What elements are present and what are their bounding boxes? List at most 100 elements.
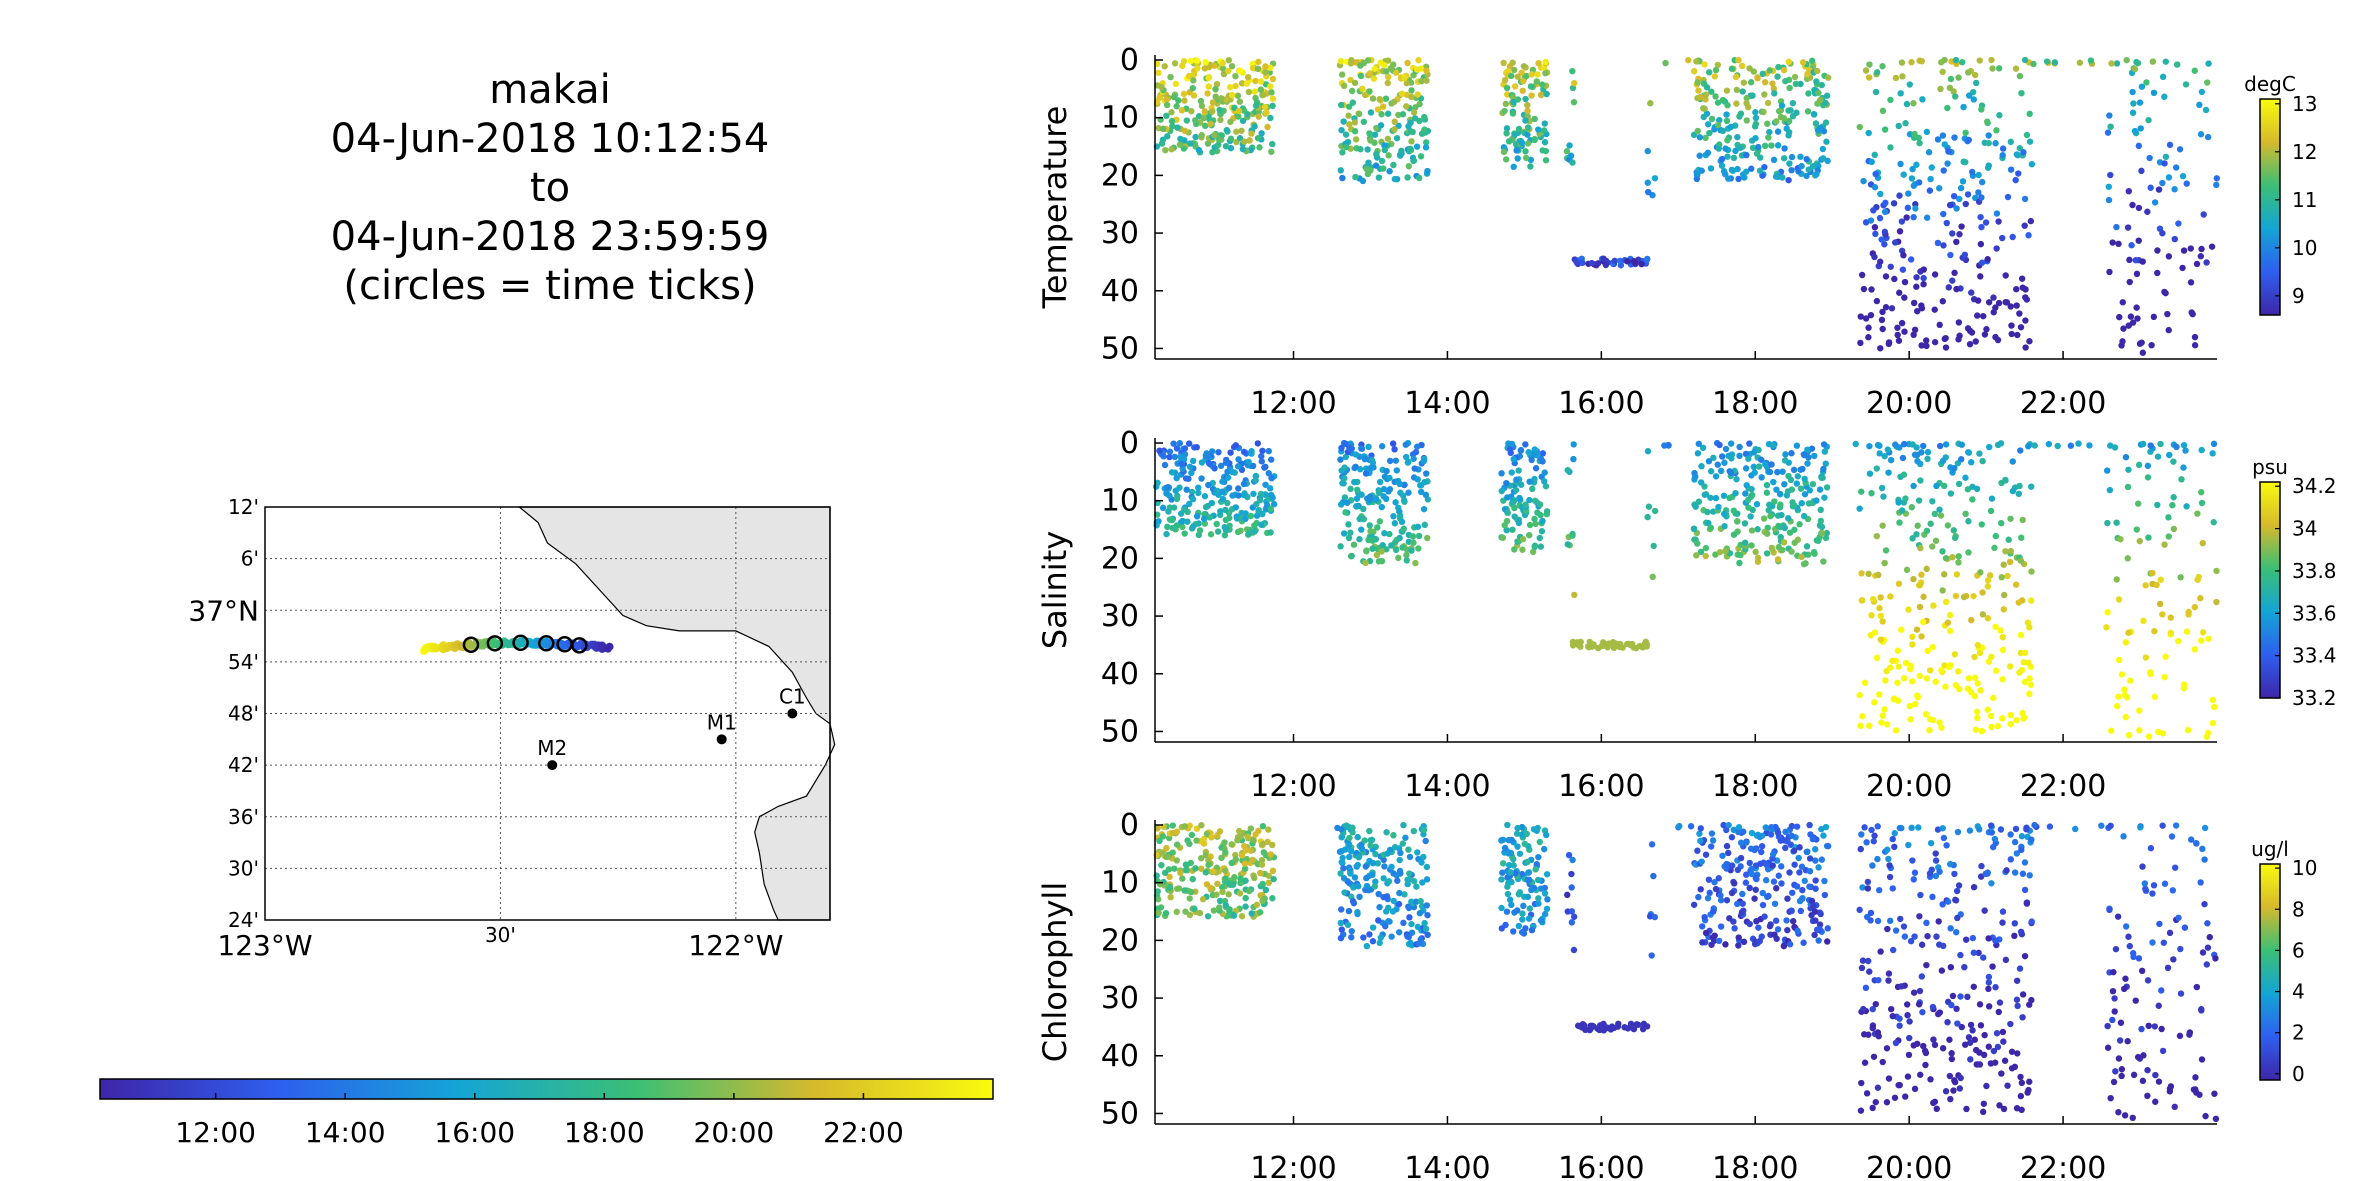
scatter-point xyxy=(1860,1005,1867,1013)
scatter-point xyxy=(1360,118,1368,126)
scatter-point xyxy=(1501,844,1509,852)
scatter-point xyxy=(1253,501,1260,508)
scatter-point xyxy=(1179,62,1186,70)
scatter-point xyxy=(1410,455,1417,462)
scatter-point xyxy=(1948,1001,1955,1009)
scatter-point xyxy=(1785,107,1792,114)
scatter-point xyxy=(1404,174,1411,181)
scatter-point xyxy=(1748,865,1755,873)
scatter-point xyxy=(1212,93,1219,100)
scatter-point xyxy=(1755,924,1762,931)
scatter-point xyxy=(2018,534,2025,541)
scatter-point xyxy=(1527,163,1534,170)
scatter-point xyxy=(1338,444,1345,452)
scatter-point xyxy=(1531,543,1538,551)
scatter-point xyxy=(2213,567,2220,575)
map-lat-label: 6' xyxy=(241,547,259,571)
scatter-point xyxy=(1404,59,1411,67)
scatter-point xyxy=(1269,867,1277,875)
scatter-point xyxy=(1940,834,1948,842)
scatter-point xyxy=(1509,526,1516,533)
scatter-point xyxy=(1919,618,1927,626)
scatter-point xyxy=(2127,677,2134,684)
scatter-point xyxy=(1534,509,1541,516)
scatter-point xyxy=(1918,342,1925,349)
scatter-point xyxy=(2196,101,2203,109)
scatter-point xyxy=(1974,714,1981,722)
scatter-point xyxy=(1218,95,1225,102)
scatter-point xyxy=(1932,678,1939,685)
scatter-point xyxy=(1871,253,1878,261)
scatter-point xyxy=(2205,635,2212,642)
scatter-point xyxy=(1369,924,1377,931)
scatter-point xyxy=(1406,870,1413,877)
scatter-point xyxy=(1706,69,1713,76)
scatter-point xyxy=(1345,103,1353,110)
scatter-point xyxy=(1971,1036,1979,1043)
scatter-point xyxy=(1639,1025,1647,1033)
scatter-point xyxy=(1651,175,1659,182)
scatter-point xyxy=(1874,823,1881,830)
scatter-point xyxy=(2167,1083,2175,1090)
scatter-point xyxy=(1337,456,1344,463)
scatter-point xyxy=(1346,834,1353,842)
scatter-point xyxy=(1378,157,1386,165)
scatter-point xyxy=(1524,131,1531,138)
scatter-point xyxy=(1356,535,1363,543)
scatter-point xyxy=(1956,231,1963,238)
scatter-point xyxy=(1901,933,1909,940)
scatter-point xyxy=(2115,693,2122,700)
scatter-point xyxy=(1942,683,1949,690)
scatter-point xyxy=(1860,285,1868,293)
scatter-point xyxy=(2125,629,2132,636)
scatter-point xyxy=(1989,963,1996,970)
scatter-point xyxy=(1879,522,1886,529)
scatter-point xyxy=(2145,534,2152,541)
scatter-point xyxy=(1917,1071,1924,1078)
scatter-point xyxy=(1890,200,1898,207)
scatter-point xyxy=(1499,869,1506,876)
scatter-point xyxy=(1858,964,1866,972)
scatter-point xyxy=(2167,614,2174,621)
scatter-point xyxy=(1733,100,1740,107)
scatter-point xyxy=(1267,529,1274,536)
scatter-point xyxy=(1996,112,2003,119)
time-tick-circle xyxy=(462,636,480,653)
scatter-point xyxy=(1734,133,1741,141)
scatter-point xyxy=(2011,838,2019,846)
scatter-point xyxy=(1871,184,1879,191)
scatter-point xyxy=(1393,467,1401,474)
scatter-point xyxy=(1896,192,1903,199)
scatter-point xyxy=(1564,466,1571,474)
scatter-point xyxy=(1154,825,1161,832)
scatter-point xyxy=(1953,887,1961,895)
scatter-point xyxy=(1186,822,1193,829)
scatter-point xyxy=(1966,340,1974,348)
scatter-point xyxy=(1732,73,1740,81)
scatter-point xyxy=(1804,460,1811,467)
scatter-point xyxy=(1786,869,1793,876)
scatter-point xyxy=(1222,459,1230,466)
scatter-point xyxy=(1695,498,1703,505)
scatter-point xyxy=(1630,1025,1638,1033)
scatter-point xyxy=(2026,872,2033,879)
scatter-point xyxy=(1539,517,1546,525)
scatter-point xyxy=(1218,854,1225,862)
scatter-point xyxy=(1175,885,1183,892)
scatter-point xyxy=(1372,878,1379,885)
scatter-point xyxy=(1998,574,2005,581)
scatter-point xyxy=(1685,57,1692,64)
scatter-point xyxy=(1501,107,1508,115)
scatter-point xyxy=(1389,908,1397,915)
scatter-point xyxy=(2016,669,2023,676)
scatter-point xyxy=(1924,448,1932,456)
scatter-point xyxy=(1400,821,1407,829)
scatter-point xyxy=(1965,449,1973,456)
scatter-point xyxy=(2019,516,2026,524)
scatter-point xyxy=(1347,529,1354,536)
scatter-point xyxy=(1740,828,1747,835)
scatter-point xyxy=(1526,905,1534,912)
y-tick-label: 10 xyxy=(1101,101,1139,136)
scatter-point xyxy=(1785,472,1792,480)
scatter-point xyxy=(1907,662,1914,670)
